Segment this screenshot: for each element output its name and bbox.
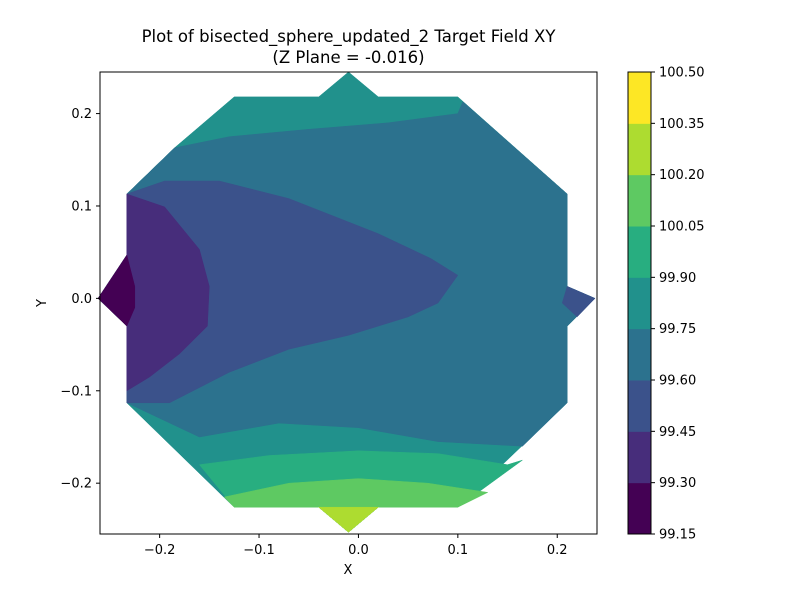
colorbar-band-8 — [628, 72, 651, 124]
colorbar-tick-label-3: 100.05 — [659, 220, 705, 235]
colorbar-band-1 — [628, 431, 651, 484]
x-axis: −0.2 −0.1 0.0 0.1 0.2 — [144, 534, 568, 558]
colorbar-tick-label-8: 99.30 — [659, 476, 696, 491]
colorbar-tick-label-0: 100.50 — [659, 66, 705, 81]
y-tick-label-0: 0.2 — [71, 107, 92, 122]
x-tick-label-4: 0.2 — [547, 543, 568, 558]
colorbar-band-5 — [628, 226, 651, 278]
contour-band-5 — [561, 286, 596, 318]
x-tick-label-0: −0.2 — [144, 543, 176, 558]
colorbar-band-6 — [628, 174, 651, 227]
colorbar-tick-label-9: 99.15 — [659, 528, 696, 543]
x-axis-label: X — [344, 563, 353, 578]
colorbar-tick-label-7: 99.45 — [659, 425, 696, 440]
contour-band-2 — [126, 180, 459, 404]
colorbar-band-0 — [628, 482, 651, 535]
colorbar — [628, 72, 651, 535]
y-axis: 0.2 0.1 0.0 −0.1 −0.2 — [60, 107, 100, 492]
x-tick-label-1: −0.1 — [243, 543, 275, 558]
contour-band-8 — [318, 506, 379, 533]
colorbar-tick-label-5: 99.75 — [659, 322, 696, 337]
plot-area — [97, 71, 596, 533]
x-tick-label-2: 0.0 — [348, 543, 369, 558]
y-tick-label-3: −0.1 — [60, 384, 92, 399]
colorbar-band-7 — [628, 123, 651, 176]
chart-title: Plot of bisected_sphere_updated_2 Target… — [141, 27, 556, 46]
colorbar-tick-label-2: 100.20 — [659, 168, 705, 183]
colorbar-frame — [627, 71, 652, 535]
plot-frame — [99, 71, 598, 535]
colorbar-band-4 — [628, 277, 651, 330]
y-tick-label-4: −0.2 — [60, 477, 92, 492]
colorbar-axis: 100.50 100.35 100.20 100.05 99.90 99.75 99.60 9… — [651, 66, 705, 543]
y-tick-label-1: 0.1 — [71, 199, 92, 214]
colorbar-tick-label-1: 100.35 — [659, 117, 705, 132]
colorbar-band-2 — [628, 380, 651, 432]
contour-band-3 — [126, 193, 210, 392]
colorbar-band-3 — [628, 328, 651, 381]
y-axis-label: Y — [35, 299, 50, 308]
x-tick-label-3: 0.1 — [447, 543, 468, 558]
colorbar-tick-label-4: 99.90 — [659, 271, 696, 286]
chart-subtitle: (Z Plane = -0.016) — [272, 48, 425, 67]
contour-band-4 — [97, 254, 136, 327]
contour-band-7 — [223, 478, 489, 533]
colorbar-tick-label-6: 99.60 — [659, 374, 696, 389]
y-tick-label-2: 0.0 — [71, 292, 92, 307]
